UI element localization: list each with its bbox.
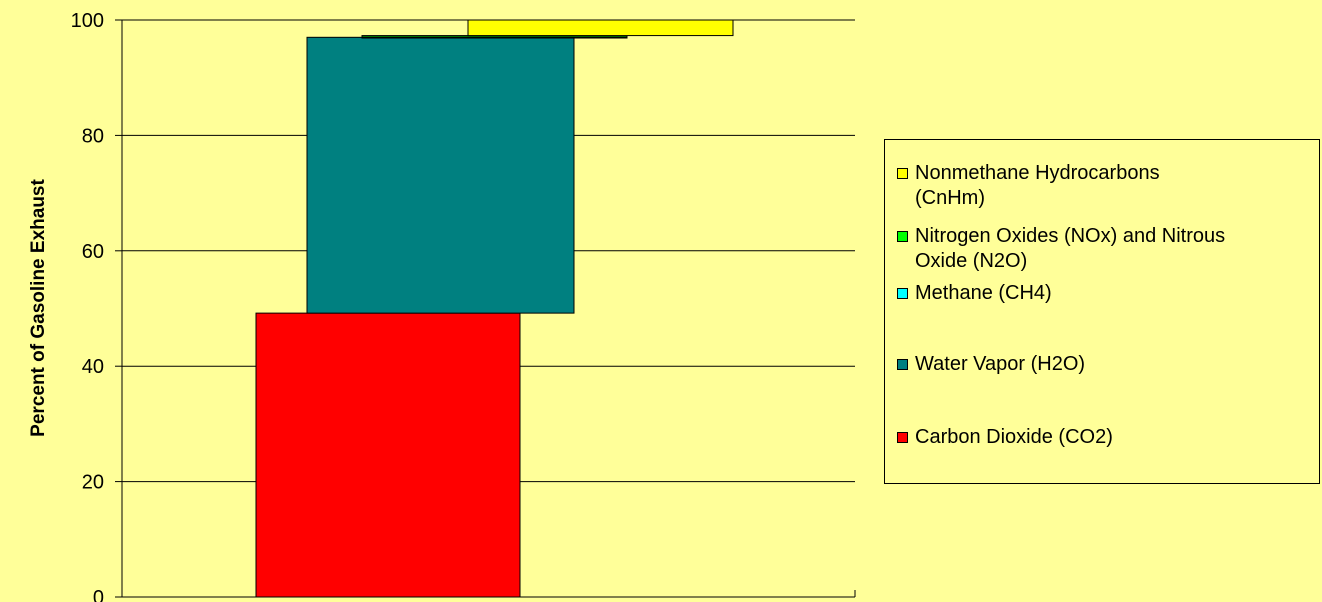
legend-swatch-water — [897, 359, 908, 370]
y-tick-label-20: 20 — [82, 472, 104, 494]
legend-swatch-co2 — [897, 432, 908, 443]
legend-item-co2: Carbon Dioxide (CO2) — [897, 425, 1322, 450]
legend-swatch-methane — [897, 288, 908, 299]
y-tick-label-0: 0 — [93, 587, 104, 602]
bar-carbon-dioxide — [255, 312, 521, 598]
y-tick-label-40: 40 — [82, 356, 104, 378]
y-tick-label-100: 100 — [71, 10, 104, 32]
legend: Nonmethane Hydrocarbons (CnHm) Nitrogen O… — [884, 139, 1320, 484]
y-tick-label-80: 80 — [82, 125, 104, 147]
y-tick-label-60: 60 — [82, 241, 104, 263]
legend-label-nitrogen: Nitrogen Oxides (NOx) and Nitrous Oxide (… — [915, 225, 1226, 272]
legend-item-nitrogen: Nitrogen Oxides (NOx) and Nitrous Oxide (… — [897, 224, 1322, 274]
legend-label-co2: Carbon Dioxide (CO2) — [915, 426, 1113, 448]
legend-label-methane: Methane (CH4) — [915, 282, 1052, 304]
bar-water-vapor — [306, 36, 575, 314]
legend-label-nonmethane: Nonmethane Hydrocarbons (CnHm) — [915, 162, 1160, 209]
legend-item-water: Water Vapor (H2O) — [897, 352, 1322, 377]
y-axis-title: Percent of Gasoline Exhaust — [28, 179, 49, 437]
legend-item-nonmethane: Nonmethane Hydrocarbons (CnHm) — [897, 161, 1322, 211]
legend-item-methane: Methane (CH4) — [897, 281, 1322, 306]
legend-label-water: Water Vapor (H2O) — [915, 353, 1086, 375]
bar-nonmethane-hydrocarbons — [467, 19, 734, 37]
legend-swatch-nonmethane — [897, 168, 908, 179]
legend-swatch-nitrogen — [897, 231, 908, 242]
